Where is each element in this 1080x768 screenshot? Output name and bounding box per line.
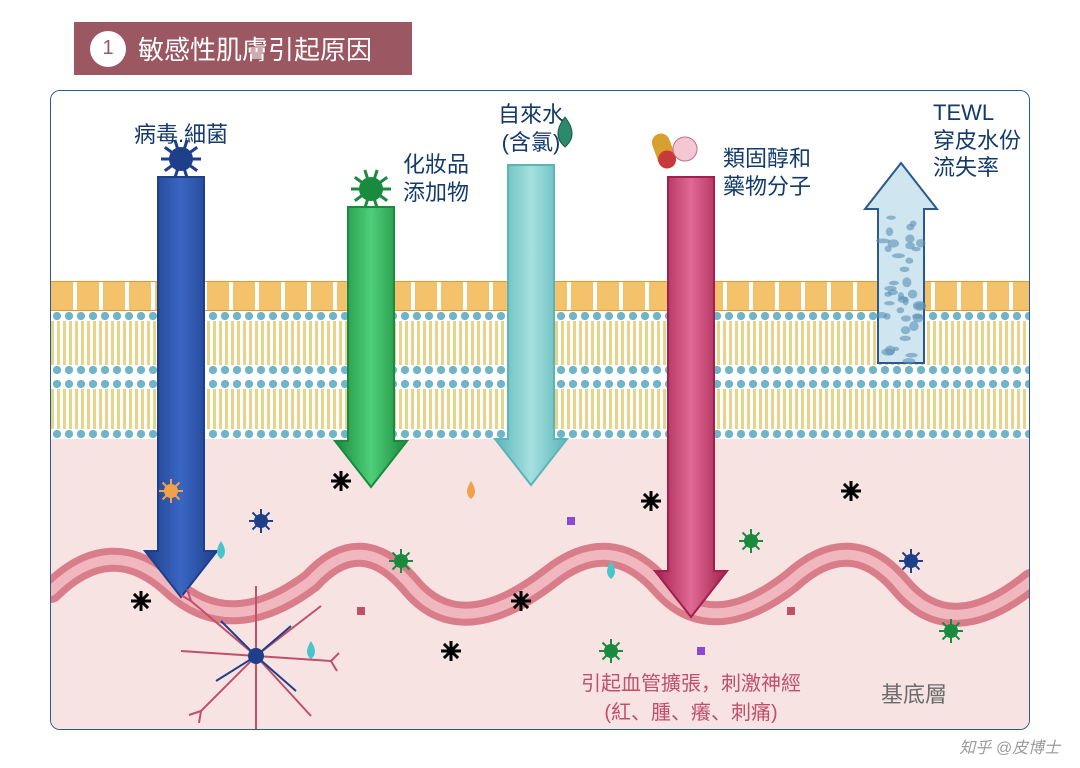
particle-burst bbox=[841, 481, 861, 501]
particle-burst bbox=[131, 591, 151, 611]
title-text: 敏感性肌膚引起原因 bbox=[138, 30, 372, 67]
title-banner: 1 敏感性肌膚引起原因 bbox=[74, 22, 412, 75]
particle-dot bbox=[357, 607, 365, 615]
particle-dot bbox=[567, 517, 575, 525]
particle-dot bbox=[787, 607, 795, 615]
particle-virus bbox=[389, 549, 413, 573]
particle-burst bbox=[511, 591, 531, 611]
particle-drop bbox=[607, 561, 615, 579]
watermark: 知乎 @皮博士 bbox=[959, 734, 1060, 758]
diagram-frame: 病毒.細菌化妝品 添加物自來水 (含氯) 類固醇和 藥物分子 TEWL 穿皮水份流失… bbox=[50, 90, 1030, 730]
particle-virus bbox=[159, 479, 183, 503]
label-tapwater: 自來水 (含氯) bbox=[461, 101, 601, 156]
label-virus: 病毒.細菌 bbox=[111, 121, 251, 149]
particle-burst bbox=[641, 491, 661, 511]
particle-drop bbox=[217, 541, 225, 559]
basal-layer-label: 基底層 bbox=[881, 681, 947, 709]
particle-virus bbox=[249, 509, 273, 533]
vessel-caption: 引起血管擴張，刺激神經 (紅、腫、癢、刺痛) bbox=[551, 667, 831, 725]
label-tewl: TEWL 穿皮水份流失率 bbox=[933, 99, 1029, 182]
label-steroid: 類固醇和 藥物分子 bbox=[723, 145, 811, 200]
particle-burst bbox=[331, 471, 351, 491]
particle-drop bbox=[467, 481, 475, 499]
label-cosmetic: 化妝品 添加物 bbox=[403, 151, 469, 206]
particle-virus bbox=[939, 619, 963, 643]
particle-burst bbox=[441, 641, 461, 661]
particle-virus bbox=[599, 639, 623, 663]
title-number: 1 bbox=[90, 31, 126, 67]
neuron-icon bbox=[171, 581, 341, 730]
particle-virus bbox=[899, 549, 923, 573]
particle-dot bbox=[697, 647, 705, 655]
particle-virus bbox=[739, 529, 763, 553]
